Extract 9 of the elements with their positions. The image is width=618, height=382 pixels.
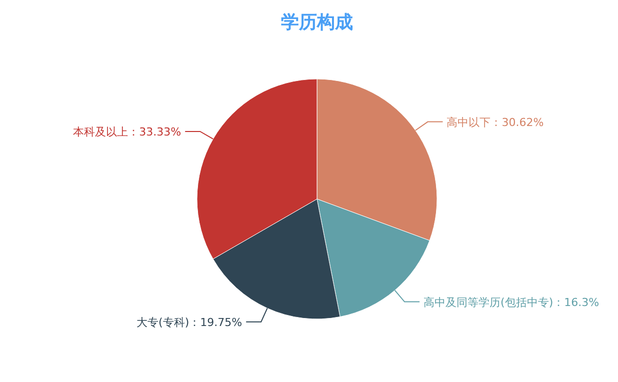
data-label: ：16.3% xyxy=(553,296,600,309)
slice-label: 高中及同等学历(包括中专) xyxy=(424,296,554,309)
chart-title: 学历构成 xyxy=(281,12,353,33)
slice-label: 大专(专科) xyxy=(136,316,190,329)
slice-label: 本科及以上 xyxy=(73,125,128,138)
data-label: ：30.62% xyxy=(490,116,544,129)
data-label: ：33.33% xyxy=(128,125,182,138)
data-label: ：19.75% xyxy=(189,316,242,329)
slice-label: 高中以下 xyxy=(446,116,491,129)
